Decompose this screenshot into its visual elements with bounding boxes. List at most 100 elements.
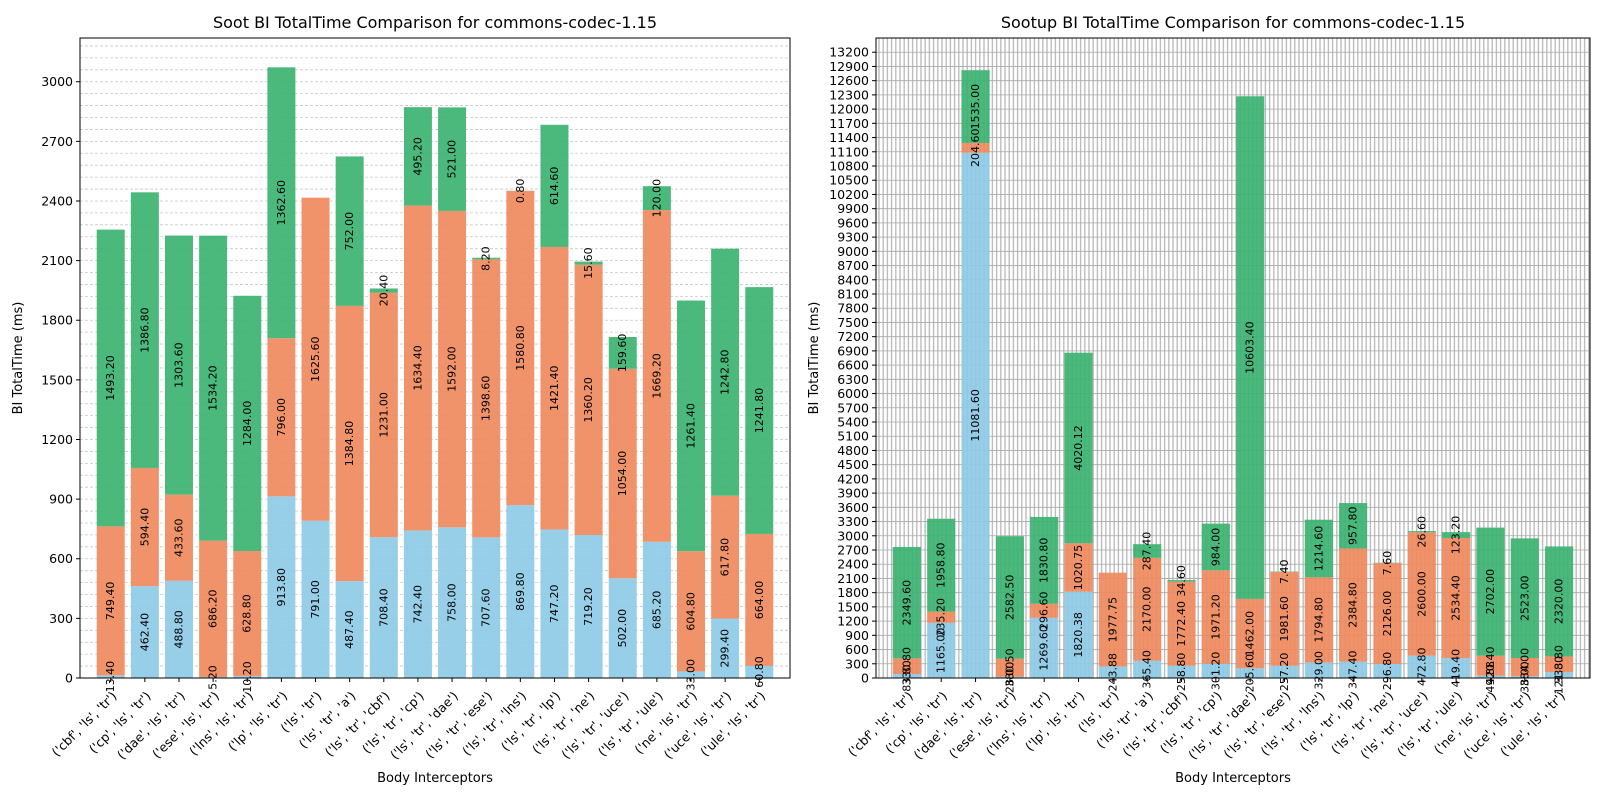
bar-segment [961, 70, 990, 143]
data-label: 2582.50 [1003, 575, 1016, 621]
bar-segment [1270, 571, 1299, 666]
bar-segment [301, 520, 330, 678]
data-label: 1592.00 [446, 346, 459, 392]
y-tick-label: 1200 [41, 432, 73, 447]
data-label: 1971.20 [1209, 594, 1222, 640]
data-label: 1669.20 [650, 353, 663, 399]
y-tick-label: 3000 [837, 528, 869, 543]
data-label: 5.20 [207, 665, 220, 690]
bar-segment [1201, 523, 1230, 571]
y-tick-label: 10200 [829, 187, 869, 202]
bar-segment [927, 518, 956, 612]
data-label: 159.60 [616, 334, 629, 373]
y-tick-label: 0 [65, 671, 73, 686]
data-label: 333.80 [1553, 645, 1566, 684]
bar-segment [1339, 503, 1368, 549]
bar-segment [1201, 570, 1230, 664]
bar-segment [540, 246, 569, 530]
data-label: 1534.20 [207, 365, 220, 411]
y-axis: 0 300 600 900 1200 1500 1800 2100 2400 2700 3000 [41, 74, 80, 686]
bar-segment [892, 546, 921, 659]
y-tick-label: 9300 [837, 230, 869, 245]
data-label: 747.20 [548, 584, 561, 623]
data-label: 10.20 [241, 661, 254, 693]
data-label: 1977.75 [1106, 597, 1119, 643]
data-label: 1493.20 [104, 355, 117, 401]
y-tick-label: 3300 [837, 514, 869, 529]
data-label: 1830.80 [1038, 538, 1051, 584]
data-label: 604.80 [685, 592, 698, 631]
bar-segment [711, 495, 740, 619]
data-label: 2702.00 [1484, 569, 1497, 615]
data-label: 7.60 [1381, 551, 1394, 576]
bar-segment [403, 530, 432, 678]
y-tick-label: 6900 [837, 343, 869, 358]
data-label: 10603.40 [1244, 321, 1257, 374]
data-label: 2523.00 [1518, 575, 1531, 621]
bar-segment [745, 287, 774, 534]
y-tick-label: 7500 [837, 315, 869, 330]
data-label: 1231.00 [377, 392, 390, 438]
bar-segment [164, 494, 193, 581]
bar-segment [540, 529, 569, 678]
bar-segment [642, 541, 671, 678]
data-label: 594.40 [138, 508, 151, 547]
bar-segment [1236, 598, 1265, 669]
bar-segment [1476, 675, 1505, 678]
y-tick-label: 10800 [829, 159, 869, 174]
y-tick-label: 11400 [829, 130, 869, 145]
data-label: 708.40 [377, 588, 390, 627]
data-label: 488.80 [172, 610, 185, 649]
data-label: 384.00 [1518, 648, 1531, 687]
bar-segment [438, 210, 467, 528]
data-label: 617.80 [719, 538, 732, 577]
data-label: 2320.00 [1553, 579, 1566, 625]
data-label: 1462.00 [1244, 611, 1257, 657]
data-label: 1580.80 [514, 325, 527, 371]
y-tick-label: 3600 [837, 500, 869, 515]
chart-title: Sootup BI TotalTime Comparison for commo… [1001, 13, 1465, 32]
data-label: 13.40 [104, 661, 117, 693]
bar-segment [164, 580, 193, 678]
bar-segment [892, 674, 921, 678]
bar-segment [369, 292, 398, 538]
bars [96, 67, 774, 678]
data-label: 749.40 [104, 582, 117, 621]
bar-segment [677, 551, 706, 672]
data-label: 34.60 [1175, 565, 1188, 597]
bar-segment [1339, 548, 1368, 662]
data-label: 7.40 [1278, 559, 1291, 584]
data-label: 502.00 [616, 609, 629, 648]
data-label: 1303.60 [172, 342, 185, 388]
bar-segment [1545, 546, 1574, 657]
data-label: 1535.00 [969, 84, 982, 130]
data-label: 758.00 [446, 583, 459, 622]
data-label: 4020.12 [1072, 425, 1085, 471]
x-axis-label: Body Interceptors [377, 771, 493, 786]
y-tick-label: 11100 [829, 144, 869, 159]
y-tick-label: 1200 [837, 614, 869, 629]
y-tick-label: 12900 [829, 59, 869, 74]
data-label: 462.40 [138, 613, 151, 652]
data-label: 380.50 [1003, 648, 1016, 687]
data-label: 15.60 [582, 247, 595, 279]
y-tick-label: 13200 [829, 45, 869, 60]
bar-segment [130, 586, 159, 678]
bar-segment [267, 67, 296, 339]
bar-segment [233, 295, 262, 551]
bar-segment [1510, 657, 1539, 677]
data-label: 1360.20 [582, 377, 595, 423]
bar-segment [574, 261, 603, 265]
data-labels: 13.40 749.40 1493.20 462.40 594.40 1386.80 488… [104, 137, 766, 693]
bar-segment [1030, 603, 1059, 618]
y-axis: 0300600900120015001800210024002700300033… [829, 45, 876, 686]
bar-segment [472, 259, 501, 538]
data-label: 49.88 [1484, 661, 1497, 693]
data-label: 1362.60 [275, 180, 288, 226]
y-tick-label: 600 [49, 551, 73, 566]
bar-segment [1442, 658, 1471, 678]
bar-segment [608, 578, 637, 678]
bar-segment [130, 467, 159, 587]
data-label: 1625.60 [309, 336, 322, 382]
